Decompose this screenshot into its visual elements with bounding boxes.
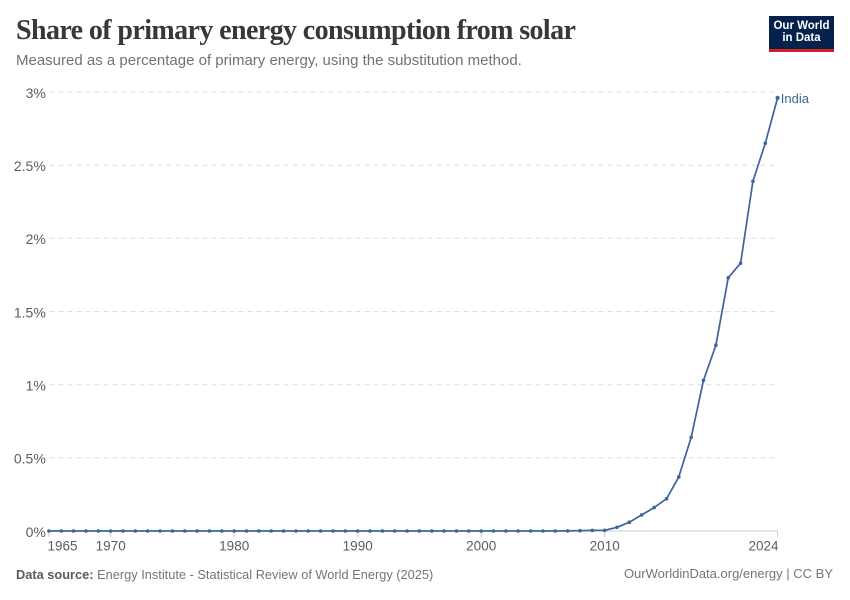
svg-text:2%: 2% [26, 231, 46, 247]
svg-text:0%: 0% [26, 524, 46, 540]
svg-text:2024: 2024 [748, 539, 779, 554]
svg-text:2010: 2010 [590, 539, 620, 554]
svg-text:1980: 1980 [219, 539, 249, 554]
svg-text:1990: 1990 [343, 539, 373, 554]
svg-text:1965: 1965 [48, 539, 78, 554]
svg-text:3%: 3% [26, 85, 46, 101]
svg-text:0.5%: 0.5% [14, 451, 46, 467]
svg-text:2.5%: 2.5% [14, 158, 46, 174]
svg-text:1%: 1% [26, 378, 46, 394]
svg-text:1970: 1970 [96, 539, 126, 554]
svg-text:2000: 2000 [466, 539, 496, 554]
svg-text:1.5%: 1.5% [14, 304, 46, 320]
svg-text:India: India [781, 91, 810, 106]
